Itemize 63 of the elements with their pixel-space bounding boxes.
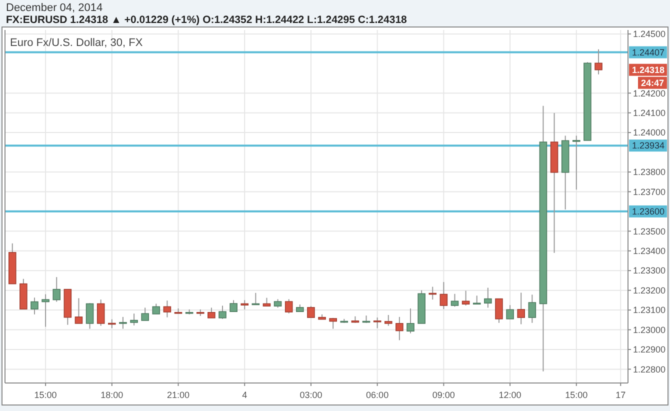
candlestick (528, 294, 536, 324)
x-tick-label: 06:00 (366, 390, 389, 400)
candlestick (141, 307, 149, 321)
candlestick (462, 290, 470, 306)
candlestick (450, 293, 459, 308)
x-tick-label: 18:00 (100, 390, 124, 400)
text: 24:47 (641, 78, 664, 88)
x-tick-label: 4 (242, 390, 248, 400)
x-tick-label: 09:00 (432, 390, 455, 400)
candlestick (284, 298, 293, 314)
x-tick-label: 15:00 (565, 390, 588, 400)
y-tick-label: 1.23800 (633, 167, 666, 178)
candlestick (42, 294, 50, 328)
y-tick-label: 1.24500 (633, 29, 666, 40)
x-tick-label: 03:00 (300, 390, 322, 400)
y-tick-label: 1.24200 (633, 88, 666, 98)
candlestick (240, 300, 249, 310)
text: December 04, 2014 (6, 2, 103, 14)
candlestick (52, 276, 61, 302)
candlestick (30, 297, 38, 315)
y-tick-label: 1.24000 (633, 128, 666, 138)
y-tick-label: 1.22800 (633, 364, 666, 374)
x-tick-label: 12:00 (498, 390, 522, 400)
candlestick (506, 304, 514, 320)
x-tick-label: 17 (616, 390, 626, 400)
y-tick-label: 1.23400 (633, 246, 666, 256)
candlestick (96, 299, 105, 326)
candlestick (495, 298, 503, 324)
ref-line-label: 1.23600 (632, 206, 665, 217)
candlestick (86, 302, 94, 330)
text: Euro Fx/U.S. Dollar, 30, FX (10, 37, 144, 49)
y-tick-label: 1.22900 (633, 344, 666, 355)
candlestick (130, 313, 138, 326)
candlestick (119, 316, 127, 330)
candlestick (373, 317, 382, 329)
candlestick (307, 306, 315, 318)
y-tick-label: 1.23000 (633, 324, 666, 335)
candlestick (74, 298, 83, 324)
candlestick (572, 135, 580, 190)
ref-line-label: 1.23934 (632, 140, 665, 151)
candlestick (384, 314, 392, 326)
candlestick (396, 316, 404, 341)
ref-line-label: 1.24407 (632, 47, 665, 58)
candlestick (152, 303, 160, 314)
x-tick-label: 21:00 (166, 390, 190, 400)
candlestick (440, 282, 448, 310)
candlestick (517, 292, 525, 325)
candlestick (218, 305, 226, 320)
text: 1.24318 (632, 64, 665, 75)
candlestick (406, 308, 414, 334)
y-tick-label: 1.23700 (633, 186, 666, 197)
y-tick-label: 1.23200 (633, 285, 666, 296)
y-tick-label: 1.24100 (633, 108, 666, 118)
chart-subtitle: FX:EURUSD 1.24318 ▲ +0.01229 (+1%) O:1.24352 H:1.24422 L:1.24295 C:1.24318 (6, 14, 408, 26)
candlestick (230, 300, 238, 312)
candlestick (594, 48, 602, 75)
y-tick-label: 1.23300 (633, 266, 666, 276)
candlestick (163, 300, 172, 318)
y-tick-label: 1.23500 (633, 226, 666, 236)
candlestick (208, 307, 216, 318)
x-tick-label: 15:00 (34, 390, 57, 400)
candlestick (484, 287, 492, 308)
y-tick-label: 1.23100 (633, 305, 666, 316)
